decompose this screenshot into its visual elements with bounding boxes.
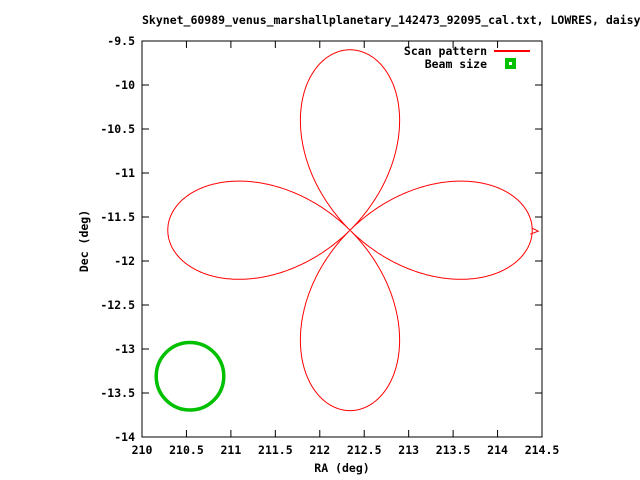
legend-label: Scan pattern <box>403 43 487 58</box>
y-tick-label: -14 <box>114 430 135 444</box>
x-tick-label: 212.5 <box>346 443 382 457</box>
scan-pattern-curve <box>167 49 533 412</box>
legend-square-marker-icon <box>505 58 516 69</box>
marker-center-dot <box>509 62 512 65</box>
x-tick-label: 211 <box>220 443 242 457</box>
beam-size-circle <box>154 340 226 412</box>
y-tick-label: -11 <box>114 166 135 180</box>
legend: Scan pattern Beam size <box>307 43 547 71</box>
y-tick-label: -10.5 <box>100 122 135 136</box>
y-tick-label: -9.5 <box>107 34 135 48</box>
x-tick-label: 210.5 <box>169 443 204 457</box>
legend-row: Scan pattern <box>307 43 547 58</box>
x-tick-label: 213 <box>398 443 420 457</box>
x-axis-label: RA (deg) <box>314 461 370 475</box>
y-tick-label: -10 <box>114 78 135 92</box>
x-tick-label: 214.5 <box>524 443 560 457</box>
y-tick-label: -13 <box>114 342 135 356</box>
x-tick-label: 211.5 <box>258 443 293 457</box>
x-tick-label: 213.5 <box>435 443 471 457</box>
x-tick-label: 214 <box>487 443 508 457</box>
legend-row: Beam size <box>307 56 547 71</box>
legend-label: Beam size <box>424 56 487 71</box>
legend-sample <box>494 57 538 70</box>
legend-sample <box>494 44 538 57</box>
scan-start-notch <box>530 227 540 235</box>
chart-title: Skynet_60989_venus_marshallplanetary_142… <box>142 13 640 27</box>
plot-frame <box>141 40 543 438</box>
legend-line-sample-icon <box>494 49 530 52</box>
x-tick-label: 212 <box>309 443 331 457</box>
x-tick-label: 210 <box>131 443 153 457</box>
y-tick-label: -12.5 <box>100 298 135 312</box>
y-tick-label: -12 <box>114 254 135 268</box>
y-tick-label: -11.5 <box>100 210 135 224</box>
y-tick-label: -13.5 <box>100 386 135 400</box>
